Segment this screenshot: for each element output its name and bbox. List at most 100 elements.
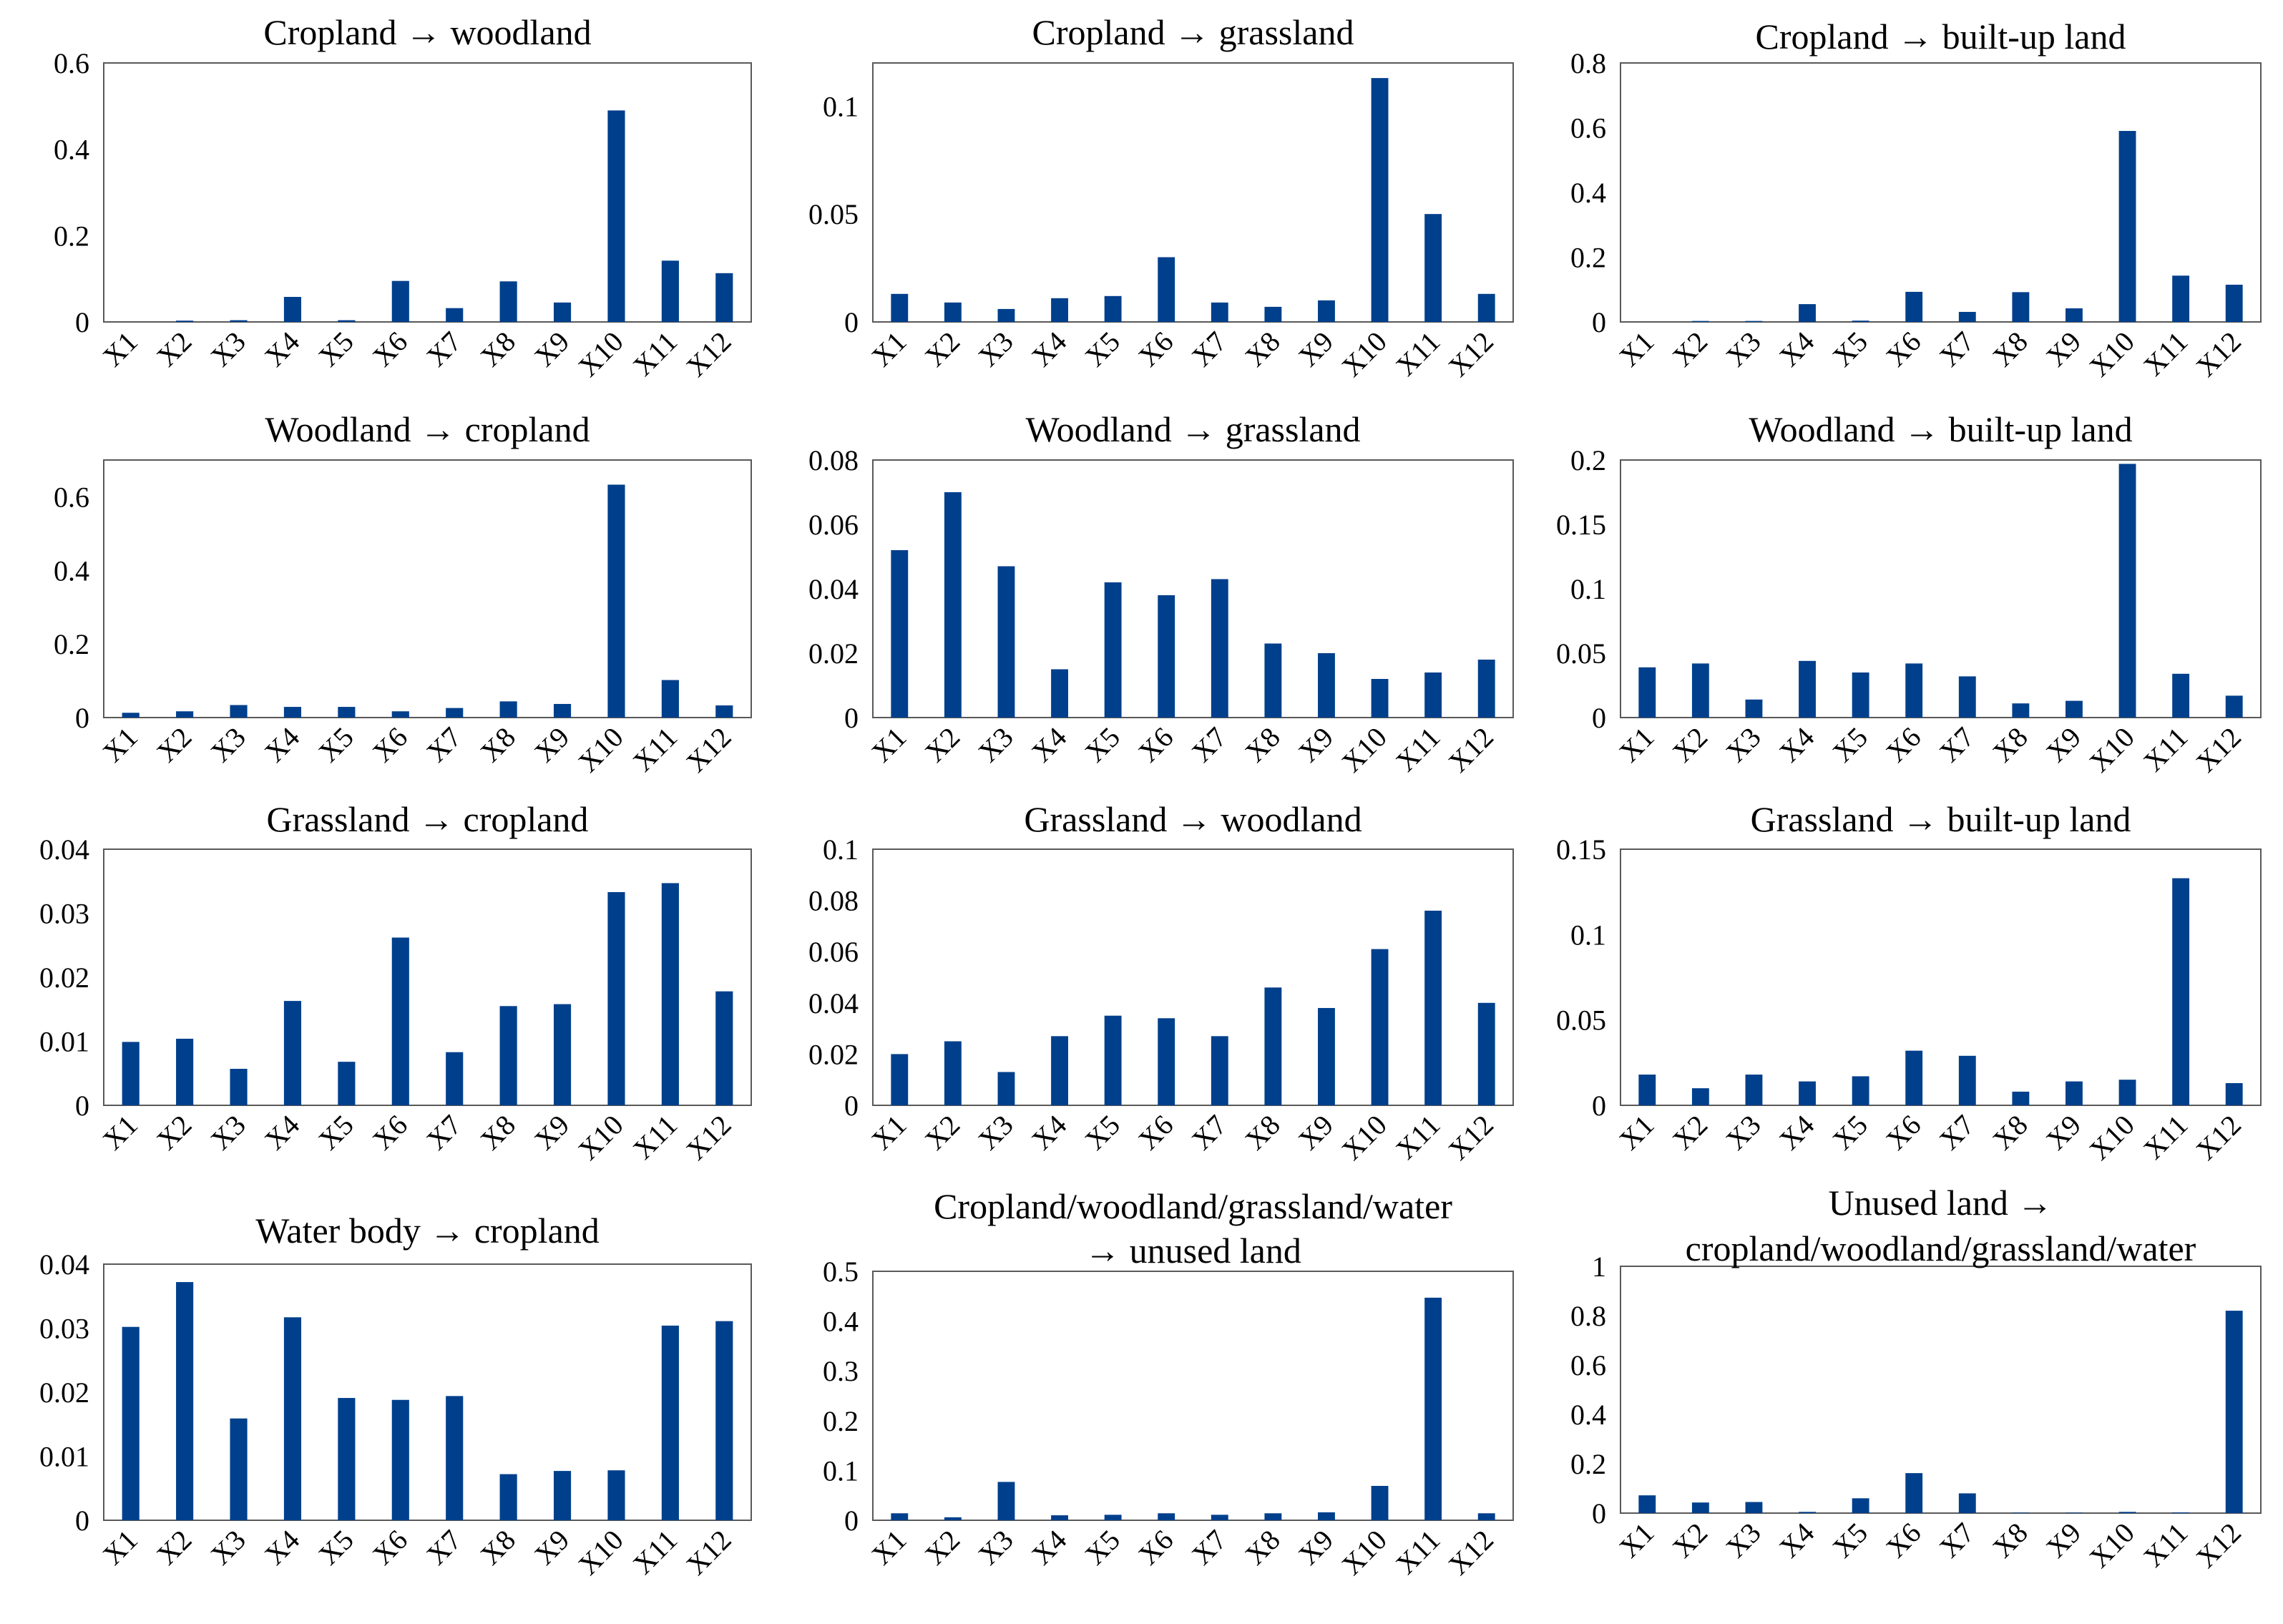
chart-3-xtick-label: X12 [2190,326,2248,383]
chart-8-title: Grassland → woodland [1024,799,1362,839]
chart-9-bar-X2 [1691,1088,1709,1105]
chart-3-bar-X11 [2172,275,2190,322]
chart-3-ytick-label: 0.8 [1570,47,1606,79]
chart-9-bar-X5 [1852,1076,1869,1105]
chart-12-ytick-label: 0.2 [1570,1448,1606,1480]
chart-5-bar-X6 [1158,595,1175,718]
chart-5-xtick-label: X7 [1186,721,1233,768]
chart-6-xtick-label: X2 [1666,721,1714,768]
chart-11-bar-X12 [1477,1513,1495,1520]
chart-1-xtick-label: X3 [205,326,252,373]
chart-2-bar-X12 [1477,293,1495,322]
chart-7-xtick-label: X4 [258,1109,305,1156]
chart-3-xtick-label: X10 [2083,326,2141,383]
chart-4-bar-X10 [607,484,625,718]
chart-12-bar-X11 [2172,1512,2190,1513]
chart-2-bar-X1 [891,293,909,322]
chart-6-bar-X7 [1958,676,1976,718]
chart-4-ytick-label: 0 [75,702,89,734]
chart-6-bar-X5 [1852,672,1869,718]
chart-1-xtick-label: X5 [312,326,359,373]
chart-5-ytick-label: 0 [844,702,859,734]
chart-9-bar-X9 [2066,1081,2083,1105]
chart-4-bar-X12 [715,705,733,718]
chart-7-xtick-label: X3 [205,1109,252,1156]
chart-8-ytick-label: 0 [844,1090,859,1122]
chart-10-ytick-label: 0.04 [39,1248,89,1281]
chart-4-frame [103,459,752,718]
chart-4-xtick-label: X5 [312,721,359,768]
chart-4-xtick-label: X6 [366,721,414,768]
chart-7-bar-X10 [607,891,625,1105]
chart-8-bar-X6 [1158,1018,1175,1105]
chart-10-xtick-label: X10 [572,1524,630,1582]
chart-12-xtick-label: X7 [1933,1517,1980,1564]
chart-11-ytick-label: 0.3 [823,1355,859,1387]
chart-6-bar-X12 [2225,695,2243,718]
chart-10-xtick-label: X2 [150,1524,197,1571]
chart-7-xtick-label: X5 [312,1109,359,1156]
chart-6-ytick-label: 0.2 [1570,444,1606,476]
chart-1-bar-X12 [715,273,733,322]
chart-9-xtick-label: X4 [1773,1109,1820,1156]
chart-8-bar-X8 [1264,987,1282,1105]
chart-5-bar-X10 [1371,679,1389,718]
chart-2-ytick-label: 0.05 [808,198,859,230]
chart-4-bar-X7 [446,708,464,718]
chart-1-bar-X8 [499,281,517,322]
chart-5-bar-X12 [1477,660,1495,718]
chart-6-xtick-label: X10 [2083,721,2141,779]
chart-8-ytick-label: 0.06 [808,936,859,968]
chart-8-bar-X1 [891,1054,909,1105]
chart-3-xtick-label: X11 [2137,326,2194,382]
chart-8-ytick-label: 0.08 [808,885,859,917]
chart-1-xtick-label: X11 [627,326,683,382]
chart-4-bar-X2 [176,711,194,718]
chart-5-ytick-label: 0.04 [808,573,859,605]
chart-11-xtick-label: X12 [1442,1524,1500,1582]
chart-3-xtick-label: X8 [1986,326,2033,373]
chart-5-frame [872,459,1514,718]
chart-3-bar-X3 [1745,321,1763,322]
chart-8-xtick-label: X12 [1442,1109,1500,1167]
chart-3-xtick-label: X2 [1666,326,1714,373]
chart-5-xtick-label: X1 [865,721,912,768]
chart-10-bar-X4 [283,1317,302,1520]
chart-2-xtick-label: X7 [1186,326,1233,373]
chart-9-bar-X10 [2118,1080,2136,1105]
chart-6-title: Woodland → built-up land [1749,409,2132,449]
chart-1-xtick-label: X8 [474,326,522,373]
chart-2-bar-X2 [944,302,962,322]
chart-10-xtick-label: X3 [205,1524,252,1571]
chart-4-bar-X5 [338,707,356,718]
chart-7-bar-X11 [661,883,679,1105]
chart-7-bar-X8 [499,1006,517,1105]
chart-5-xtick-label: X4 [1025,721,1072,768]
chart-11-xtick-label: X2 [919,1524,966,1571]
chart-12-bar-X5 [1852,1498,1869,1513]
chart-1-xtick-label: X2 [150,326,197,373]
chart-4-xtick-label: X8 [474,721,522,768]
chart-4-bar-X3 [230,705,248,718]
chart-6-xtick-label: X8 [1986,721,2033,768]
chart-9-xtick-label: X2 [1666,1109,1714,1156]
chart-8-bar-X4 [1051,1036,1068,1105]
chart-6-xtick-label: X12 [2190,721,2248,779]
chart-1-title: Cropland → woodland [263,12,591,52]
chart-6-ytick-label: 0.15 [1556,509,1606,541]
chart-2-ytick-label: 0.1 [823,90,859,122]
chart-3-xtick-label: X4 [1773,326,1820,373]
chart-2-xtick-label: X12 [1442,326,1500,383]
chart-10-ytick-label: 0.02 [39,1376,89,1409]
chart-8-ytick-label: 0.1 [823,833,859,866]
chart-10-xtick-label: X1 [97,1524,144,1571]
chart-11-bar-X1 [891,1513,909,1520]
chart-7-xtick-label: X12 [680,1109,738,1167]
chart-2-bar-X6 [1158,257,1175,322]
chart-10-bar-X11 [661,1325,679,1520]
chart-2-bar-X9 [1318,300,1335,322]
chart-9-frame [1620,848,2262,1106]
chart-1-bar-X9 [553,302,572,322]
chart-11-bar-X2 [944,1517,962,1520]
